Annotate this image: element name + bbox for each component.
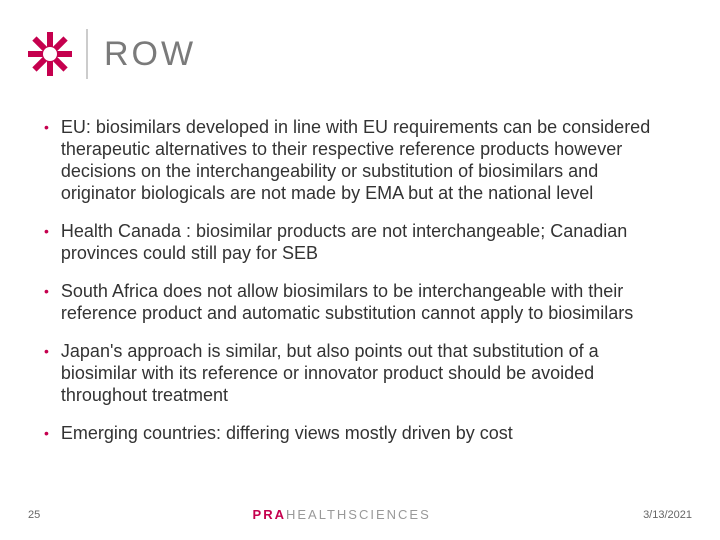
footer-brand-logo: PRAHEALTHSCIENCES [253,507,431,522]
bullet-dot-icon: • [44,340,49,362]
bullet-item: • South Africa does not allow biosimilar… [44,280,676,324]
slide-title: ROW [104,35,196,74]
slide-footer: 25 PRAHEALTHSCIENCES 3/13/2021 [0,507,720,522]
bullet-item: • Japan's approach is similar, but also … [44,340,676,406]
asterisk-logo-icon [24,28,76,80]
slide-content: • EU: biosimilars developed in line with… [0,80,720,444]
brand-light: HEALTHSCIENCES [286,507,431,522]
brand-bold: PRA [253,507,286,522]
bullet-text: Japan's approach is similar, but also po… [61,340,676,406]
bullet-dot-icon: • [44,422,49,444]
bullet-text: Emerging countries: differing views most… [61,422,513,444]
bullet-item: • EU: biosimilars developed in line with… [44,116,676,204]
bullet-dot-icon: • [44,116,49,138]
bullet-dot-icon: • [44,280,49,302]
footer-date: 3/13/2021 [643,509,692,521]
bullet-text: Health Canada : biosimilar products are … [61,220,676,264]
title-divider [86,29,88,79]
bullet-item: • Emerging countries: differing views mo… [44,422,676,444]
bullet-text: South Africa does not allow biosimilars … [61,280,676,324]
bullet-text: EU: biosimilars developed in line with E… [61,116,676,204]
bullet-item: • Health Canada : biosimilar products ar… [44,220,676,264]
slide-header: ROW [0,0,720,80]
page-number: 25 [28,509,40,521]
bullet-dot-icon: • [44,220,49,242]
